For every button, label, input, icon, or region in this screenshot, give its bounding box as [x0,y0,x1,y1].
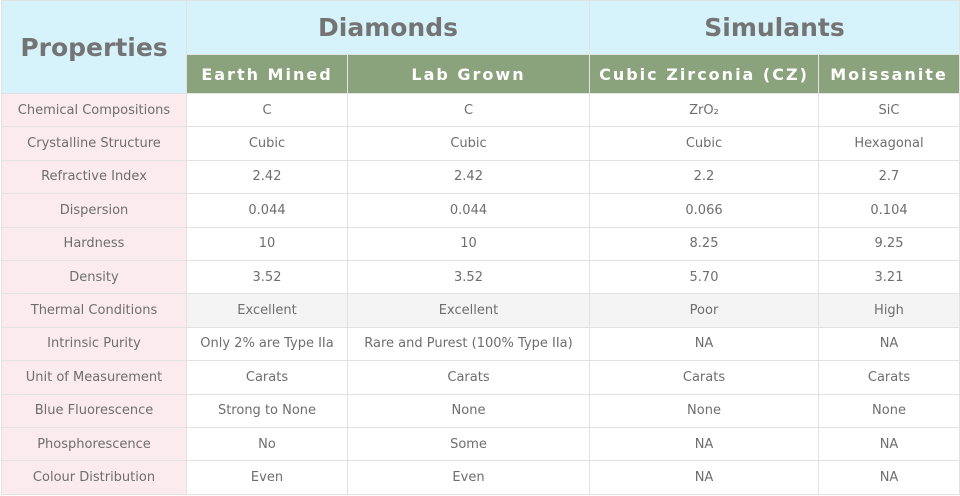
value-cell: 0.066 [589,193,819,228]
value-cell: Only 2% are Type IIa [186,326,348,362]
value-cell: 8.25 [589,226,819,261]
value-cell: 2.7 [818,159,960,195]
value-cell: Carats [818,360,960,395]
table-row: Density 3.52 3.52 5.70 3.21 [1,259,960,295]
value-cell: Carats [186,360,348,395]
table-row: Thermal Conditions Excellent Excellent Poor… [1,293,960,328]
diamonds-header: Diamonds [186,0,590,55]
property-cell: Refractive Index [1,159,187,195]
value-cell: NA [589,426,819,462]
value-cell: Cubic [347,126,590,161]
value-cell: NA [589,326,819,362]
value-cell: Cubic [186,126,348,161]
value-cell: Even [186,460,348,495]
value-cell: Even [347,460,590,495]
value-cell: ZrO₂ [589,92,819,128]
value-cell: None [818,393,960,428]
property-cell: Colour Distribution [1,460,187,495]
property-cell: Chemical Compositions [1,92,187,128]
table-row: Intrinsic Purity Only 2% are Type IIa Rare… [1,326,960,362]
table-body: Chemical Compositions C C ZrO₂ SiC Crystallin… [1,92,960,495]
table-row: Hardness 10 10 8.25 9.25 [1,226,960,261]
table-row: Unit of Measurement Carats Carats Carats Car… [1,360,960,395]
property-cell: Unit of Measurement [1,360,187,395]
value-cell: High [818,293,960,328]
value-cell: C [347,92,590,128]
earth-mined-header: Earth Mined [186,54,348,94]
simulants-header: Simulants [589,0,960,55]
value-cell: 2.42 [347,159,590,195]
value-cell: 10 [347,226,590,261]
value-cell: Some [347,426,590,462]
value-cell: Rare and Purest (100% Type IIa) [347,326,590,362]
value-cell: Excellent [347,293,590,328]
property-cell: Crystalline Structure [1,126,187,161]
property-cell: Phosphorescence [1,426,187,462]
property-cell: Thermal Conditions [1,293,187,328]
property-cell: Density [1,259,187,295]
value-cell: None [347,393,590,428]
table-row: Crystalline Structure Cubic Cubic Cubic Hexa… [1,126,960,161]
value-cell: Strong to None [186,393,348,428]
value-cell: 3.52 [347,259,590,295]
property-cell: Dispersion [1,193,187,228]
value-cell: 2.42 [186,159,348,195]
value-cell: No [186,426,348,462]
value-cell: NA [818,460,960,495]
value-cell: Carats [589,360,819,395]
value-cell: SiC [818,92,960,128]
value-cell: 3.52 [186,259,348,295]
moissanite-header: Moissanite [818,54,960,94]
value-cell: NA [818,326,960,362]
table-row: Refractive Index 2.42 2.42 2.2 2.7 [1,159,960,195]
value-cell: Hexagonal [818,126,960,161]
value-cell: Cubic [589,126,819,161]
value-cell: 10 [186,226,348,261]
value-cell: 5.70 [589,259,819,295]
value-cell: NA [818,426,960,462]
table-row: Phosphorescence No Some NA NA [1,426,960,462]
value-cell: 0.044 [186,193,348,228]
value-cell: 3.21 [818,259,960,295]
property-cell: Blue Fluorescence [1,393,187,428]
table-row: Colour Distribution Even Even NA NA [1,460,960,495]
cubic-zirconia-header: Cubic Zirconia (CZ) [589,54,819,94]
properties-header: Properties [1,0,187,94]
value-cell: 0.104 [818,193,960,228]
table-row: Blue Fluorescence Strong to None None None N… [1,393,960,428]
property-cell: Hardness [1,226,187,261]
value-cell: 9.25 [818,226,960,261]
property-cell: Intrinsic Purity [1,326,187,362]
value-cell: None [589,393,819,428]
value-cell: 0.044 [347,193,590,228]
lab-grown-header: Lab Grown [347,54,590,94]
value-cell: 2.2 [589,159,819,195]
value-cell: C [186,92,348,128]
value-cell: NA [589,460,819,495]
value-cell: Poor [589,293,819,328]
table-row: Dispersion 0.044 0.044 0.066 0.104 [1,193,960,228]
value-cell: Carats [347,360,590,395]
value-cell: Excellent [186,293,348,328]
table-row: Chemical Compositions C C ZrO₂ SiC [1,92,960,128]
